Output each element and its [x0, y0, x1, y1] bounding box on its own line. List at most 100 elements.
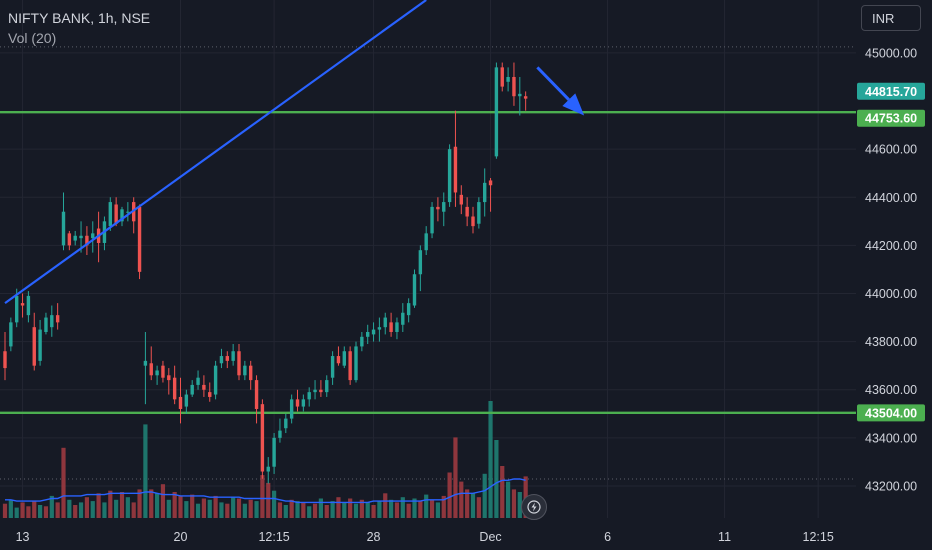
candle-body	[61, 211, 66, 246]
y-tick-label[interactable]: 44000.00	[865, 287, 917, 301]
candle-body	[518, 93, 522, 97]
candle	[225, 351, 229, 369]
candle-body	[38, 329, 42, 361]
volume-bar	[172, 492, 177, 518]
candle	[126, 202, 130, 222]
y-tick-label[interactable]: 45000.00	[865, 46, 917, 60]
arrow-head[interactable]	[562, 93, 585, 116]
x-tick-label[interactable]: 12:15	[258, 530, 289, 544]
x-tick-label[interactable]: 20	[174, 530, 188, 544]
candle	[406, 298, 411, 323]
volume-indicator-label[interactable]: Vol (20)	[8, 30, 57, 46]
arrow-annotation[interactable]	[536, 66, 585, 116]
candle	[278, 418, 282, 443]
candle	[44, 312, 48, 335]
candle-body	[401, 312, 405, 325]
candle	[61, 192, 66, 251]
arrow-shaft[interactable]	[536, 66, 570, 101]
volume-bar	[453, 437, 458, 518]
x-tick-label[interactable]: 13	[16, 530, 30, 544]
x-tick-label[interactable]: 11	[718, 530, 731, 544]
volume-bar	[160, 484, 166, 518]
volume-bar	[207, 499, 212, 518]
candle	[132, 197, 136, 234]
candle	[424, 226, 428, 256]
candle	[266, 457, 270, 484]
price-axis[interactable]: 45000.00 44600.00 44400.00 44200.00 44000.00…	[865, 46, 917, 493]
badge-background	[857, 404, 925, 422]
volume-bar	[195, 503, 201, 518]
volume-bar	[488, 401, 493, 518]
candle-body	[237, 351, 241, 376]
volume-bar	[178, 495, 183, 518]
y-tick-label[interactable]: 44600.00	[865, 143, 917, 157]
candle	[301, 394, 306, 412]
badge-label: 43504.00	[865, 406, 917, 420]
volume-bar	[283, 505, 288, 518]
y-tick-label[interactable]: 43800.00	[865, 335, 917, 349]
x-tick-label[interactable]: 12:15	[803, 530, 834, 544]
y-tick-label[interactable]: 44400.00	[865, 191, 917, 205]
candle-body	[231, 351, 235, 361]
y-tick-label[interactable]: 43200.00	[865, 479, 917, 493]
volume-bar	[494, 440, 499, 518]
candle-body	[155, 370, 159, 376]
volume-bar	[108, 490, 113, 518]
volume-bar	[102, 502, 107, 518]
candle	[366, 324, 370, 345]
candle	[196, 370, 200, 390]
candle-body	[459, 194, 463, 205]
candle-body	[114, 204, 118, 224]
candle	[395, 317, 399, 340]
candle-body	[67, 233, 72, 246]
candle-body	[494, 67, 499, 157]
candle-body	[395, 322, 399, 332]
volume-bar	[429, 499, 435, 518]
lightning-button[interactable]	[521, 494, 547, 520]
candle	[9, 317, 13, 352]
candle-body	[354, 346, 358, 381]
candle-body	[32, 327, 36, 366]
candle-body	[219, 356, 224, 364]
y-tick-label[interactable]: 43600.00	[865, 383, 917, 397]
candle-body	[149, 363, 153, 376]
time-axis[interactable]: 13 20 12:15 28 Dec 6 11 12:15	[16, 530, 834, 544]
candle	[149, 346, 153, 381]
candle-body	[406, 303, 411, 316]
level-price-badge: 43504.00	[857, 404, 925, 422]
currency-button[interactable]: INR	[861, 5, 921, 31]
candle-body	[389, 322, 393, 332]
support-resistance-lines[interactable]	[0, 111, 856, 415]
candle	[459, 185, 463, 215]
volume-bar	[295, 501, 300, 518]
y-tick-label[interactable]: 44200.00	[865, 239, 917, 253]
candle	[26, 291, 31, 323]
candle-body	[418, 250, 423, 275]
lightning-icon	[527, 500, 541, 514]
candle	[442, 192, 446, 227]
candle-body	[15, 295, 19, 323]
volume-bar	[8, 499, 13, 518]
volume-bar	[511, 489, 517, 518]
x-tick-label[interactable]: Dec	[479, 530, 501, 544]
volume-bar	[225, 503, 230, 518]
symbol-title[interactable]: NIFTY BANK, 1h, NSE	[8, 10, 151, 26]
volume-bar	[506, 481, 511, 518]
candle	[354, 341, 358, 383]
candle	[155, 365, 159, 385]
volume-bar	[219, 502, 224, 518]
candle	[342, 346, 346, 369]
volume-bar	[406, 503, 411, 518]
volume-bar	[441, 495, 446, 518]
candle	[50, 305, 54, 337]
candle	[260, 399, 265, 479]
volume-bar	[412, 498, 417, 518]
y-tick-label[interactable]: 43400.00	[865, 431, 917, 445]
volume-bars	[2, 401, 528, 518]
volume-bar	[371, 505, 376, 518]
x-tick-label[interactable]: 6	[604, 530, 611, 544]
candle-body	[442, 202, 446, 212]
trend-line[interactable]	[4, 0, 427, 305]
x-tick-label[interactable]: 28	[367, 530, 381, 544]
